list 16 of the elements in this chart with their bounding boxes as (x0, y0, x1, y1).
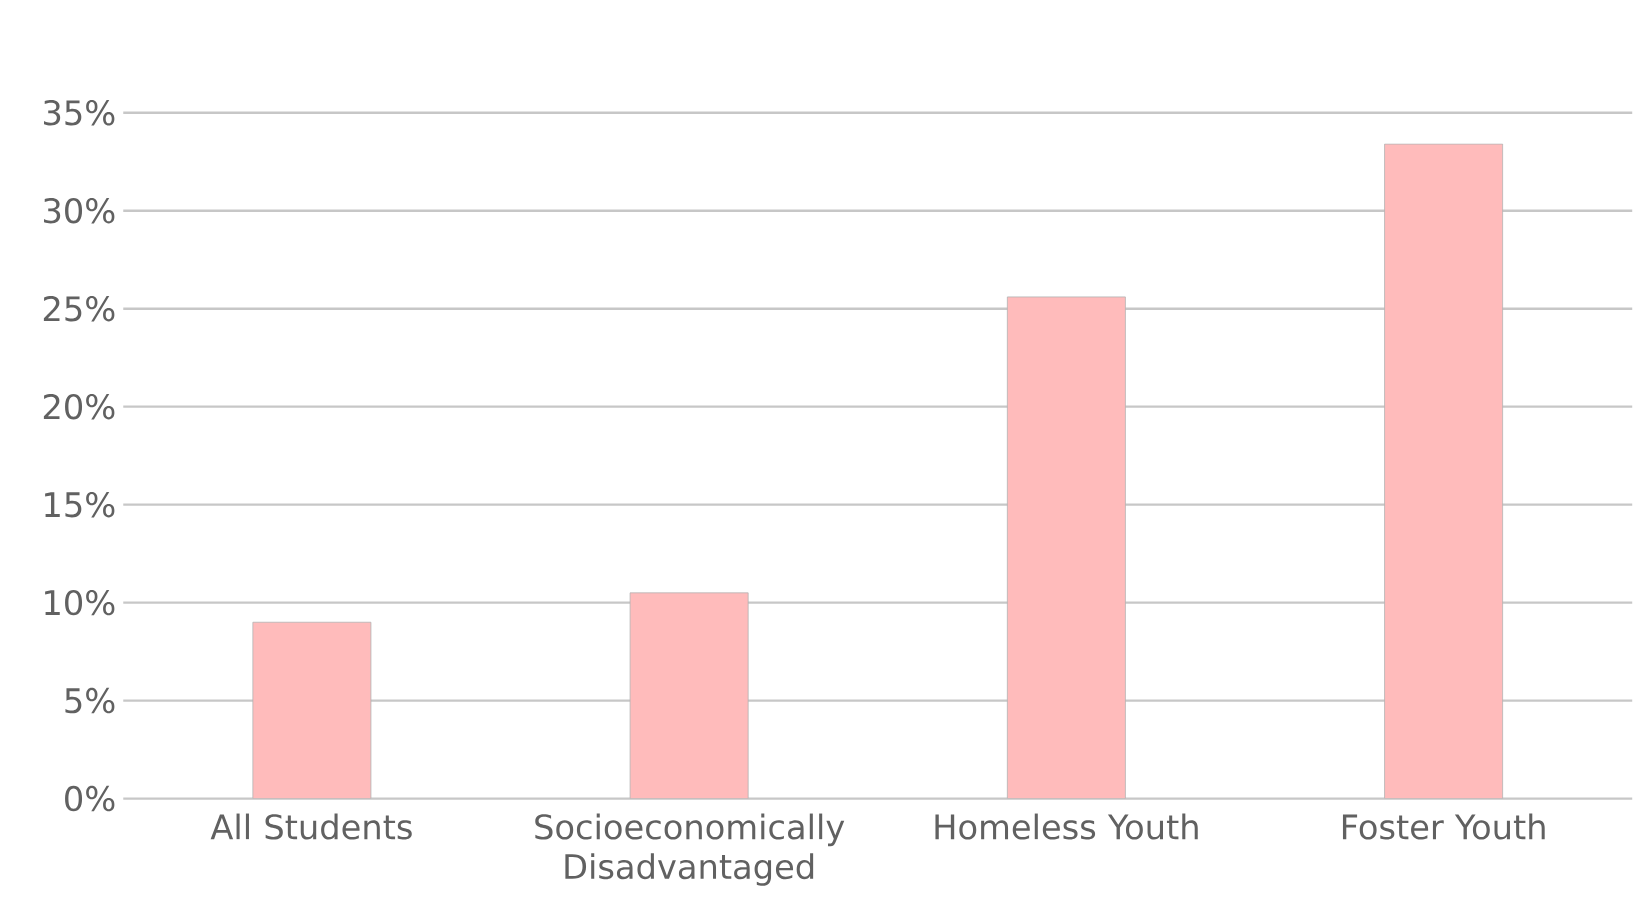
bar (1384, 143, 1504, 799)
y-tick-label: 35% (44, 100, 115, 126)
x-tick-label: Foster Youth (1342, 813, 1545, 840)
y-tick-label: 5% (65, 688, 115, 714)
y-tick-label: 10% (45, 590, 115, 616)
bar (1006, 296, 1126, 799)
x-tick-label: Homeless Youth (935, 813, 1198, 840)
y-tick-label: 0% (65, 786, 115, 812)
y-tick-label: 25% (43, 296, 115, 322)
bar (252, 622, 372, 799)
y-tick-label: 30% (44, 198, 115, 224)
y-tick-label: 20% (43, 394, 115, 420)
x-tick-label: All Students (210, 813, 412, 840)
y-tick-label: 15% (45, 492, 115, 518)
x-tick-label: Socioeconomically Disadvantaged (535, 813, 845, 886)
bar (629, 592, 749, 799)
